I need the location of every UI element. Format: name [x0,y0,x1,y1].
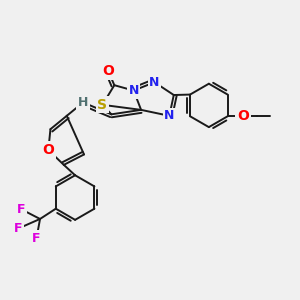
Text: S: S [98,98,107,112]
Text: O: O [237,109,249,123]
Text: N: N [164,109,175,122]
Text: N: N [149,76,160,89]
Text: F: F [17,203,26,216]
Text: O: O [103,64,114,78]
Text: O: O [42,143,54,157]
Text: F: F [14,222,22,235]
Text: F: F [32,232,41,245]
Text: N: N [128,84,139,97]
Text: H: H [78,96,88,109]
